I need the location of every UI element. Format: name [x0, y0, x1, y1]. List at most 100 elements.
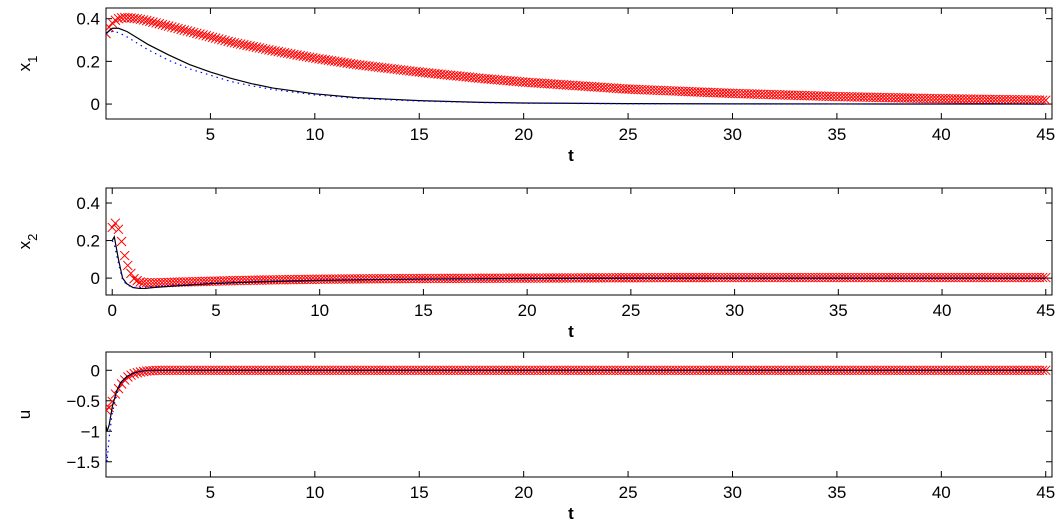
series-line-1: [106, 27, 1046, 105]
panel-u: 5 10 15 20 25 30 35 40 45 0 −0.5 −1 −1.5 t u: [15, 351, 1055, 523]
x-marker: [298, 51, 309, 61]
y-axis-label-main: u: [15, 410, 34, 419]
x-marker: [141, 15, 152, 26]
x-marker: [185, 26, 196, 37]
x-marker: [163, 21, 174, 31]
x-marker: [182, 26, 193, 36]
x-marker: [107, 396, 118, 407]
x-tick-label: 25: [619, 125, 638, 144]
x-tick-label: 30: [725, 301, 744, 320]
x-axis-label: t: [568, 504, 574, 523]
x-marker: [138, 15, 149, 25]
x-tick-label: 10: [305, 483, 324, 502]
series-markers-0: [106, 365, 1051, 415]
panel-x2: 0 5 10 15 20 25 30 35 40 45 0 0.2 0.4 t x2: [15, 187, 1055, 341]
x-marker: [254, 43, 265, 53]
x-tick-label: 30: [723, 125, 742, 144]
axes-box: [105, 187, 1053, 296]
panel-x1: 5 10 15 20 25 30 35 40 45 0 0.2 0.4 t x1: [15, 7, 1055, 165]
series-line-1: [106, 369, 1046, 432]
x-tick-label: 10: [310, 301, 329, 320]
x-marker: [279, 47, 290, 58]
x-marker: [245, 41, 255, 51]
x-tick-label: 45: [1036, 301, 1055, 320]
x-marker: [107, 222, 118, 233]
x-tick-label: 20: [514, 125, 533, 144]
x-marker: [235, 39, 246, 49]
plot-area: [106, 12, 1051, 106]
x-marker: [251, 42, 262, 53]
series-line-2: [106, 30, 1046, 105]
x-marker: [273, 46, 284, 57]
y-axis-label: x2: [15, 234, 40, 250]
plot-area: [107, 218, 1051, 290]
x-tick-label: 5: [211, 301, 220, 320]
y-tick-label: 0: [91, 269, 100, 288]
x-marker: [122, 260, 133, 271]
y-tick-label: 0: [91, 95, 100, 114]
x-marker: [110, 218, 121, 229]
series-line-2: [106, 369, 1046, 462]
x-marker: [242, 40, 252, 51]
y-axis-label-subscript: 2: [25, 234, 40, 241]
x-marker: [188, 27, 199, 38]
x-marker: [292, 50, 302, 60]
x-marker: [132, 275, 142, 286]
x-tick-label: 15: [414, 301, 433, 320]
y-tick-label: 0: [91, 361, 100, 380]
x-marker: [191, 28, 202, 39]
x-marker: [264, 44, 274, 55]
x-tick-label: 20: [514, 483, 533, 502]
y-tick-label: −0.5: [66, 392, 100, 411]
x-marker: [210, 33, 221, 44]
x-marker: [176, 24, 187, 35]
x-tick-label: 5: [206, 125, 215, 144]
x-marker: [232, 38, 243, 49]
x-tick-label: 40: [932, 483, 951, 502]
x-marker: [260, 44, 271, 55]
x-marker: [132, 13, 143, 24]
x-marker: [198, 30, 208, 40]
y-axis-label: u: [15, 410, 34, 419]
x-marker: [301, 51, 312, 62]
series-markers-0: [107, 218, 1051, 288]
y-axis-label-main: x: [15, 62, 34, 71]
series-markers-0: [106, 12, 1051, 106]
x-marker: [204, 31, 215, 42]
x-marker: [213, 34, 224, 44]
x-marker: [135, 14, 146, 25]
x-marker: [267, 45, 277, 56]
y-tick-label: −1.5: [66, 453, 100, 472]
x-marker: [201, 30, 212, 41]
x-marker: [226, 37, 237, 48]
x-marker: [276, 47, 287, 58]
x-marker: [166, 22, 177, 32]
x-marker: [126, 268, 136, 279]
y-tick-label: 0.4: [76, 10, 100, 29]
x-tick-label: 15: [410, 125, 429, 144]
x-marker: [257, 43, 268, 54]
x-marker: [113, 383, 124, 394]
x-marker: [129, 273, 139, 284]
x-marker: [229, 37, 240, 48]
y-axis-label: x1: [15, 56, 40, 72]
x-marker: [113, 224, 124, 235]
axes-box: [105, 351, 1053, 478]
x-marker: [223, 36, 234, 47]
x-marker: [195, 29, 205, 40]
y-axis-label-main: x: [15, 240, 34, 249]
y-tick-label: 0.2: [76, 52, 100, 71]
x-marker: [119, 250, 130, 261]
x-marker: [151, 18, 161, 28]
x-tick-label: 20: [518, 301, 537, 320]
x-marker: [289, 49, 299, 60]
x-marker: [220, 35, 230, 46]
x-marker: [126, 370, 136, 381]
x-tick-label: 25: [619, 483, 638, 502]
x-marker: [295, 50, 306, 61]
x-tick-label: 40: [932, 125, 951, 144]
x-tick-label: 40: [933, 301, 952, 320]
x-tick-label: 35: [827, 125, 846, 144]
x-marker: [110, 15, 121, 26]
y-tick-label: 0.2: [76, 232, 100, 251]
